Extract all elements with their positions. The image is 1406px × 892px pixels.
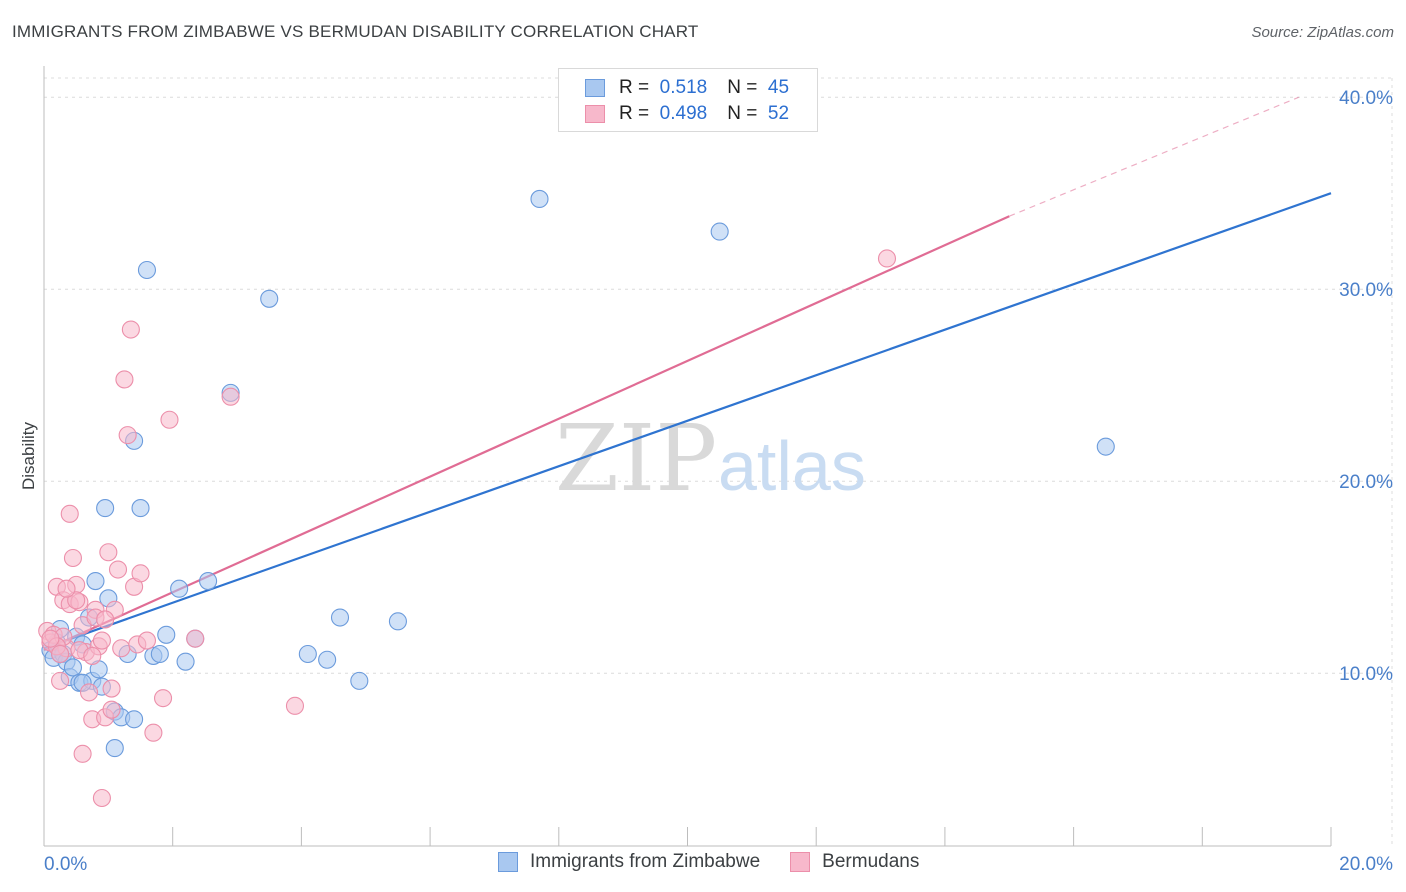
data-point bbox=[137, 631, 157, 650]
legend-n-label: N = bbox=[727, 103, 758, 124]
data-point bbox=[530, 189, 549, 209]
legend-n-value: 45 bbox=[767, 77, 790, 98]
data-point bbox=[86, 571, 105, 591]
data-point bbox=[330, 608, 350, 627]
data-point bbox=[710, 222, 729, 241]
watermark: ZIP atlas bbox=[555, 405, 866, 512]
data-point bbox=[60, 504, 79, 523]
data-point bbox=[160, 410, 179, 429]
data-point bbox=[153, 689, 173, 708]
y-tick-labels: 10.0% 20.0% 30.0% 40.0% bbox=[1339, 88, 1393, 685]
data-point bbox=[157, 625, 176, 644]
data-point bbox=[73, 744, 92, 763]
legend-r-label: R = bbox=[619, 77, 650, 98]
legend-swatch-blue bbox=[585, 79, 605, 97]
watermark-atlas: atlas bbox=[718, 427, 866, 505]
data-point bbox=[131, 499, 150, 518]
trend-line bbox=[43, 192, 1332, 650]
data-point bbox=[96, 610, 115, 629]
correlation-legend: R = 0.518 N = 45 R = 0.498 N = 52 bbox=[558, 68, 818, 132]
data-point bbox=[137, 260, 157, 280]
legend-row-bermudans: R = 0.498 N = 52 bbox=[585, 103, 789, 125]
data-point bbox=[99, 543, 118, 562]
data-point bbox=[260, 289, 279, 308]
data-points bbox=[38, 189, 1115, 808]
data-point bbox=[79, 683, 99, 702]
y-tick-label: 20.0% bbox=[1339, 472, 1393, 493]
trend-line-extension bbox=[1009, 96, 1300, 217]
legend-row-zimbabwe: R = 0.518 N = 45 bbox=[585, 77, 789, 99]
data-point bbox=[118, 426, 137, 445]
series-legend-zimbabwe[interactable]: Immigrants from Zimbabwe bbox=[498, 851, 760, 873]
data-point bbox=[877, 249, 897, 268]
source-label: Source: ZipAtlas.com bbox=[1251, 24, 1394, 41]
data-point bbox=[108, 560, 128, 579]
data-point bbox=[112, 639, 131, 658]
data-point bbox=[92, 788, 111, 808]
data-point bbox=[115, 370, 134, 389]
series-legend: Immigrants from Zimbabwe Bermudans bbox=[498, 851, 949, 873]
data-point bbox=[318, 650, 337, 669]
axes bbox=[43, 66, 1332, 847]
data-point bbox=[51, 671, 70, 690]
data-point bbox=[285, 696, 305, 715]
data-point bbox=[388, 612, 407, 631]
data-point bbox=[57, 579, 76, 598]
x-tick-label: 0.0% bbox=[44, 854, 87, 875]
x-tick-labels: 0.0% 20.0% bbox=[44, 854, 1393, 875]
series-swatch-pink bbox=[790, 852, 811, 872]
y-tick-label: 10.0% bbox=[1339, 664, 1393, 685]
data-point bbox=[51, 644, 70, 664]
data-point bbox=[67, 591, 86, 610]
legend-r-label: R = bbox=[619, 103, 650, 124]
series-legend-label: Bermudans bbox=[822, 851, 920, 872]
data-point bbox=[125, 710, 144, 729]
series-legend-label: Immigrants from Zimbabwe bbox=[530, 851, 761, 872]
data-point bbox=[41, 629, 60, 648]
data-point bbox=[92, 631, 111, 650]
legend-r-value: 0.518 bbox=[659, 77, 708, 98]
legend-n-label: N = bbox=[727, 77, 758, 98]
legend-r-value: 0.498 bbox=[659, 103, 708, 124]
data-point bbox=[131, 564, 150, 583]
data-point bbox=[221, 387, 240, 406]
data-point bbox=[199, 571, 218, 591]
data-point bbox=[186, 629, 205, 648]
series-legend-bermudans[interactable]: Bermudans bbox=[790, 851, 919, 873]
series-swatch-blue bbox=[498, 852, 518, 872]
data-point bbox=[150, 644, 169, 664]
data-point bbox=[121, 320, 140, 339]
x-tick-label: 20.0% bbox=[1339, 854, 1393, 875]
y-tick-label: 30.0% bbox=[1339, 280, 1393, 301]
trend-lines bbox=[43, 96, 1332, 652]
data-point bbox=[350, 671, 369, 690]
legend-n-value: 52 bbox=[767, 103, 790, 124]
data-point bbox=[102, 679, 121, 698]
data-point bbox=[105, 739, 124, 758]
data-point bbox=[96, 499, 115, 518]
data-point bbox=[1096, 437, 1115, 456]
y-tick-label: 40.0% bbox=[1339, 88, 1393, 109]
data-point bbox=[176, 652, 195, 671]
data-point bbox=[298, 644, 317, 664]
legend-swatch-pink bbox=[585, 105, 605, 123]
chart-title: IMMIGRANTS FROM ZIMBABWE VS BERMUDAN DIS… bbox=[12, 22, 699, 41]
data-point bbox=[170, 579, 189, 598]
data-point bbox=[83, 646, 102, 665]
data-point bbox=[102, 700, 121, 719]
data-point bbox=[63, 658, 83, 677]
data-point bbox=[144, 723, 163, 742]
data-point bbox=[63, 548, 83, 568]
y-axis-title: Disability bbox=[19, 421, 38, 490]
